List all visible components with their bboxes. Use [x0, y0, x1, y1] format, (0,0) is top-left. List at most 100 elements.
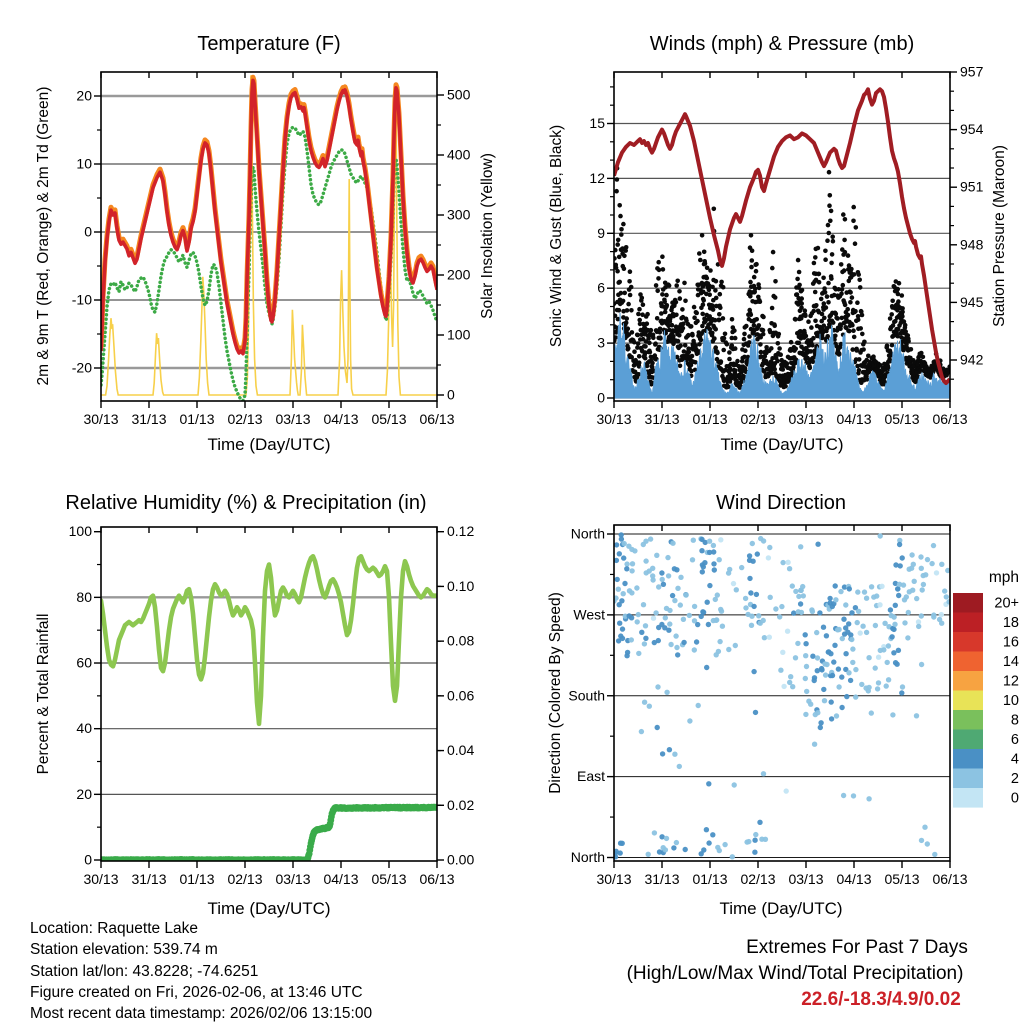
colorbar-tick-label: 20+: [994, 596, 1019, 612]
temp-grid: [101, 94, 437, 370]
x-tick-label: 01/13: [179, 411, 214, 427]
footer-elevation: Station elevation: 539.74 m: [30, 941, 218, 959]
colorbar-tick-label: 16: [1003, 635, 1019, 651]
colorbar-tick-label: 0: [1011, 791, 1019, 807]
x-tick-label: 31/13: [644, 871, 679, 887]
y-tick-label: 0.06: [447, 687, 474, 703]
x-tick-label: 03/13: [275, 411, 310, 427]
extremes-values: 22.6/-18.3/4.9/0.02: [801, 989, 961, 1010]
gust-scatter: [614, 165, 950, 390]
panel4-xlabel: Time (Day/UTC): [719, 899, 842, 918]
chart-layers: 30/13 31/13 01/13 02/13 03/13 04/13 05/13 06/13…: [69, 64, 1019, 888]
colorbar-tick-label: 4: [1011, 752, 1019, 768]
x-tick-label: 06/13: [419, 411, 454, 427]
y-tick-label: 6: [597, 280, 605, 296]
colorbar-tick-label: 14: [1003, 654, 1019, 670]
temp-yaxis-right: 0 100 200 300 400 500: [437, 87, 471, 403]
rh-xaxis: 30/13 31/13 01/13 02/13 03/13 04/13 05/13 06/13: [83, 527, 455, 887]
colorbar-tick-label: 6: [1011, 732, 1019, 748]
sonic-wind-area: [614, 312, 950, 399]
extremes-title: Extremes For Past 7 Days: [746, 937, 968, 958]
y-tick-label: -10: [72, 292, 92, 308]
y-tick-label: 300: [447, 207, 471, 223]
panel3-xlabel: Time (Day/UTC): [207, 899, 330, 918]
x-tick-label: 30/13: [83, 871, 118, 887]
y-tick-label: 9: [597, 225, 605, 241]
panel2-ylabel-left: Sonic Wind & Gust (Blue, Black): [548, 125, 565, 347]
x-tick-label: 03/13: [275, 871, 310, 887]
footer-location: Location: Raquette Lake: [30, 920, 199, 937]
x-tick-label: 30/13: [596, 411, 631, 427]
footer-timestamp: Most recent data timestamp: 2026/02/06 1…: [30, 1005, 373, 1023]
x-tick-label: 02/13: [740, 411, 775, 427]
x-tick-label: 04/13: [323, 871, 358, 887]
x-tick-label: 01/13: [692, 871, 727, 887]
temp-frame: [100, 71, 438, 402]
panel3-ylabel-left: Percent & Total Rainfall: [35, 614, 52, 775]
colorbar-tick-label: 2: [1011, 771, 1019, 787]
y-tick-label: East: [577, 768, 605, 784]
y-tick-label: 200: [447, 267, 471, 283]
extremes-subtitle: (High/Low/Max Wind/Total Precipitation): [626, 963, 964, 984]
temperature-series: [101, 74, 437, 401]
y-tick-label: 945: [960, 294, 984, 310]
wind-pressure-series: [614, 87, 950, 399]
y-tick-label: 0: [597, 390, 605, 406]
x-tick-label: 01/13: [179, 871, 214, 887]
x-tick-label: 31/13: [644, 411, 679, 427]
direction-frame: [613, 524, 951, 862]
x-tick-label: 06/13: [932, 411, 967, 427]
y-tick-label: 0.10: [447, 578, 474, 594]
y-tick-label: 0.12: [447, 523, 474, 539]
y-tick-label: West: [573, 606, 605, 622]
y-tick-label: 0: [447, 387, 455, 403]
y-tick-label: 20: [76, 786, 92, 802]
rh-precip-series: [101, 554, 437, 861]
panel1-xlabel: Time (Day/UTC): [207, 435, 330, 454]
wind-yaxis-right: 942 945 948 951 954 957: [950, 64, 984, 380]
x-tick-label: 30/13: [83, 411, 118, 427]
panel1-title: Temperature (F): [197, 33, 340, 55]
dewpoint-2m-line: [101, 125, 437, 401]
panel2-title: Winds (mph) & Pressure (mb): [650, 33, 915, 55]
y-tick-label: 0: [84, 852, 92, 868]
x-tick-label: 31/13: [131, 411, 166, 427]
panel4-ylabel-left: Direction (Colored By Speed): [547, 592, 564, 794]
colorbar-tick-label: 12: [1003, 674, 1019, 690]
station-footer: Location: Raquette Lake Station elevatio…: [30, 918, 372, 1024]
x-tick-label: 06/13: [419, 871, 454, 887]
solar-insolation-line: [101, 75, 437, 396]
panel3-title: Relative Humidity (%) & Precipitation (i…: [65, 492, 426, 514]
x-tick-label: 04/13: [836, 411, 871, 427]
y-tick-label: 948: [960, 236, 984, 252]
direction-xaxis: 30/13 31/13 01/13 02/13 03/13 04/13 05/13 06/13: [596, 525, 968, 887]
y-tick-label: 10: [76, 156, 92, 172]
x-tick-label: 06/13: [932, 871, 967, 887]
panel1-ylabel-left: 2m & 9m T (Red, Orange) & 2m Td (Green): [35, 87, 52, 386]
x-tick-label: 30/13: [596, 871, 631, 887]
wind-xaxis: 30/13 31/13 01/13 02/13 03/13 04/13 05/13 06/13: [596, 72, 968, 427]
y-tick-label: 40: [76, 720, 92, 736]
speed-colorbar: 20+ 18 16 14 12 10 8 6 4 2 0: [953, 593, 1019, 808]
y-tick-label: 500: [447, 87, 471, 103]
x-tick-label: 05/13: [884, 411, 919, 427]
x-tick-label: 04/13: [323, 411, 358, 427]
rh-grid: [101, 596, 437, 795]
y-tick-label: 954: [960, 121, 984, 137]
x-tick-label: 02/13: [227, 411, 262, 427]
y-tick-label: 0.04: [447, 742, 474, 758]
y-tick-label: 0.02: [447, 797, 474, 813]
y-tick-label: South: [568, 687, 605, 703]
y-tick-label: 3: [597, 335, 605, 351]
rh-yaxis-right: 0.00 0.02 0.04 0.06 0.08 0.10 0.12: [437, 523, 474, 868]
y-tick-label: 957: [960, 64, 984, 80]
y-tick-label: 100: [69, 523, 93, 539]
footer-created: Figure created on Fri, 2026-02-06, at 13…: [30, 983, 363, 1001]
colorbar-title: mph: [989, 569, 1019, 586]
colorbar-tick-label: 10: [1003, 693, 1019, 709]
panel2-xlabel: Time (Day/UTC): [720, 435, 843, 454]
y-tick-label: -20: [72, 360, 92, 376]
x-tick-label: 02/13: [740, 871, 775, 887]
